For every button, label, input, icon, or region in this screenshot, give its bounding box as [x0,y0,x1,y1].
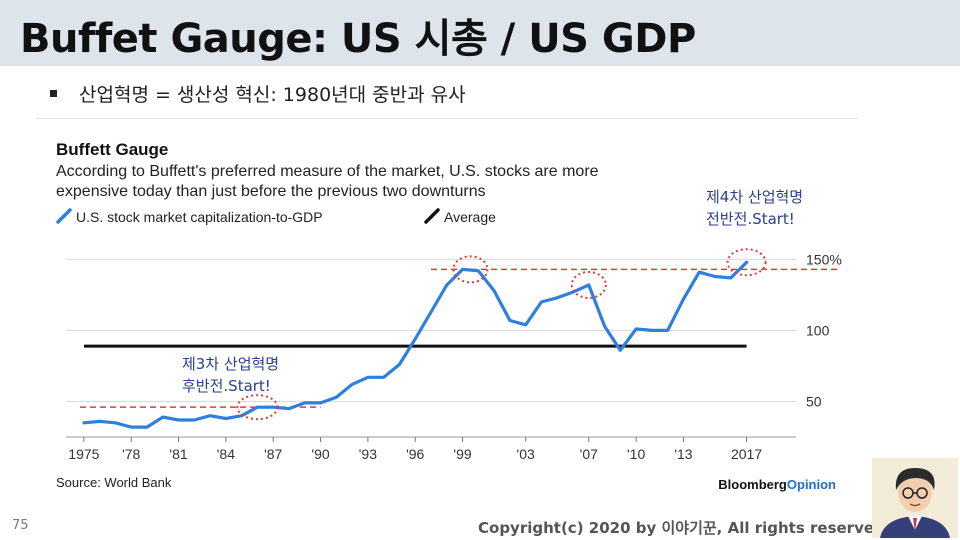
data-point [445,283,448,287]
square-bullet-icon [50,90,57,97]
data-point [398,363,401,366]
annotation-fourth-industrial-revolution: 제4차 산업혁명 [706,188,803,206]
highlight-circle-marker [452,255,489,284]
data-point [224,417,228,420]
data-point [524,323,527,326]
x-tick-label: '03 [517,446,535,462]
annotation-third-industrial-revolution: 후반전.Start! [182,377,271,395]
data-point [319,401,322,405]
data-point [634,327,638,331]
chart-title: Buffett Gauge [56,140,168,159]
data-point [382,376,385,379]
x-tick-label: '81 [169,446,187,462]
data-point [303,401,306,405]
annotation-fourth-industrial-revolution: 전반전.Start! [706,210,795,228]
title-bar: Buffet Gauge: US 시총 / US GDP [0,0,960,66]
data-point [272,405,275,409]
legend-swatch-cap-to-gdp [56,208,72,224]
chart-panel: Buffett Gauge According to Buffett's pref… [36,118,858,497]
data-point [82,421,86,424]
data-point [145,425,149,429]
y-tick-label: 100 [806,322,830,338]
data-point [587,283,590,287]
x-tick-label: '07 [580,446,598,462]
x-tick-label: '78 [122,446,140,462]
data-point [666,329,669,332]
data-point [477,269,480,272]
highlight-circle-marker [726,248,767,277]
data-point [256,405,259,409]
data-point [745,261,748,264]
data-point [698,271,701,274]
copyright-text: Copyright(c) 2020 by 이야기꾼, All rights re… [478,519,885,537]
bullet-text: 산업혁명 = 생산성 혁신: 1980년대 중반과 유사 [79,84,466,106]
data-point [177,418,180,422]
x-tick-label: 1975 [68,446,99,462]
presenter-avatar [872,458,958,538]
data-point [130,425,133,429]
x-tick-label: '96 [406,446,424,462]
data-point [556,296,559,299]
x-tick-label: 2017 [731,446,762,462]
bullet-point: 산업혁명 = 생산성 혁신: 1980년대 중반과 유사 [50,80,466,107]
brand-opinion: Opinion [787,477,836,492]
data-point [208,414,212,417]
x-tick-label: '84 [217,446,235,462]
data-point [335,396,338,399]
x-tick-label: '87 [264,446,282,462]
x-tick-label: '99 [453,446,471,462]
data-point [161,415,164,419]
x-tick-label: '90 [311,446,329,462]
data-point [414,337,417,341]
data-point [508,319,512,322]
highlight-circle-marker [236,394,279,421]
chart-subtitle-line: expensive today than just before the pre… [56,183,486,200]
chart-source: Source: World Bank [56,475,172,490]
legend-swatch-average [424,208,440,224]
bloomberg-opinion-logo: BloombergOpinion [718,477,836,492]
data-point [492,289,496,292]
data-point [287,407,291,410]
data-point [619,349,622,352]
annotation-third-industrial-revolution: 제3차 산업혁명 [182,355,279,373]
legend-label-average: Average [444,209,496,225]
x-tick-label: '93 [359,446,377,462]
buffett-gauge-chart: Buffett Gauge According to Buffett's pref… [56,140,842,492]
chart-subtitle-line: According to Buffett's preferred measure… [56,163,599,180]
data-point [682,297,685,301]
slide-title: Buffet Gauge: US 시총 / US GDP [20,16,696,62]
page-number: 75 [12,518,29,533]
brand-bloomberg: Bloomberg [718,477,787,492]
data-point [729,276,732,280]
data-point [713,275,717,278]
data-point [461,268,464,271]
data-point [366,376,370,379]
data-point [603,324,606,328]
data-point [429,310,433,314]
x-tick-label: '13 [674,446,692,462]
data-point [98,420,101,423]
data-point [540,300,543,304]
highlight-circle-marker [570,270,607,299]
data-point [350,383,354,386]
x-tick-label: '10 [627,446,645,462]
legend-label-cap-to-gdp: U.S. stock market capitalization-to-GDP [76,209,323,225]
y-tick-label: 150% [806,251,842,267]
y-tick-label: 50 [806,393,822,409]
data-point [650,329,654,332]
data-point [193,418,196,422]
data-point [114,421,117,424]
